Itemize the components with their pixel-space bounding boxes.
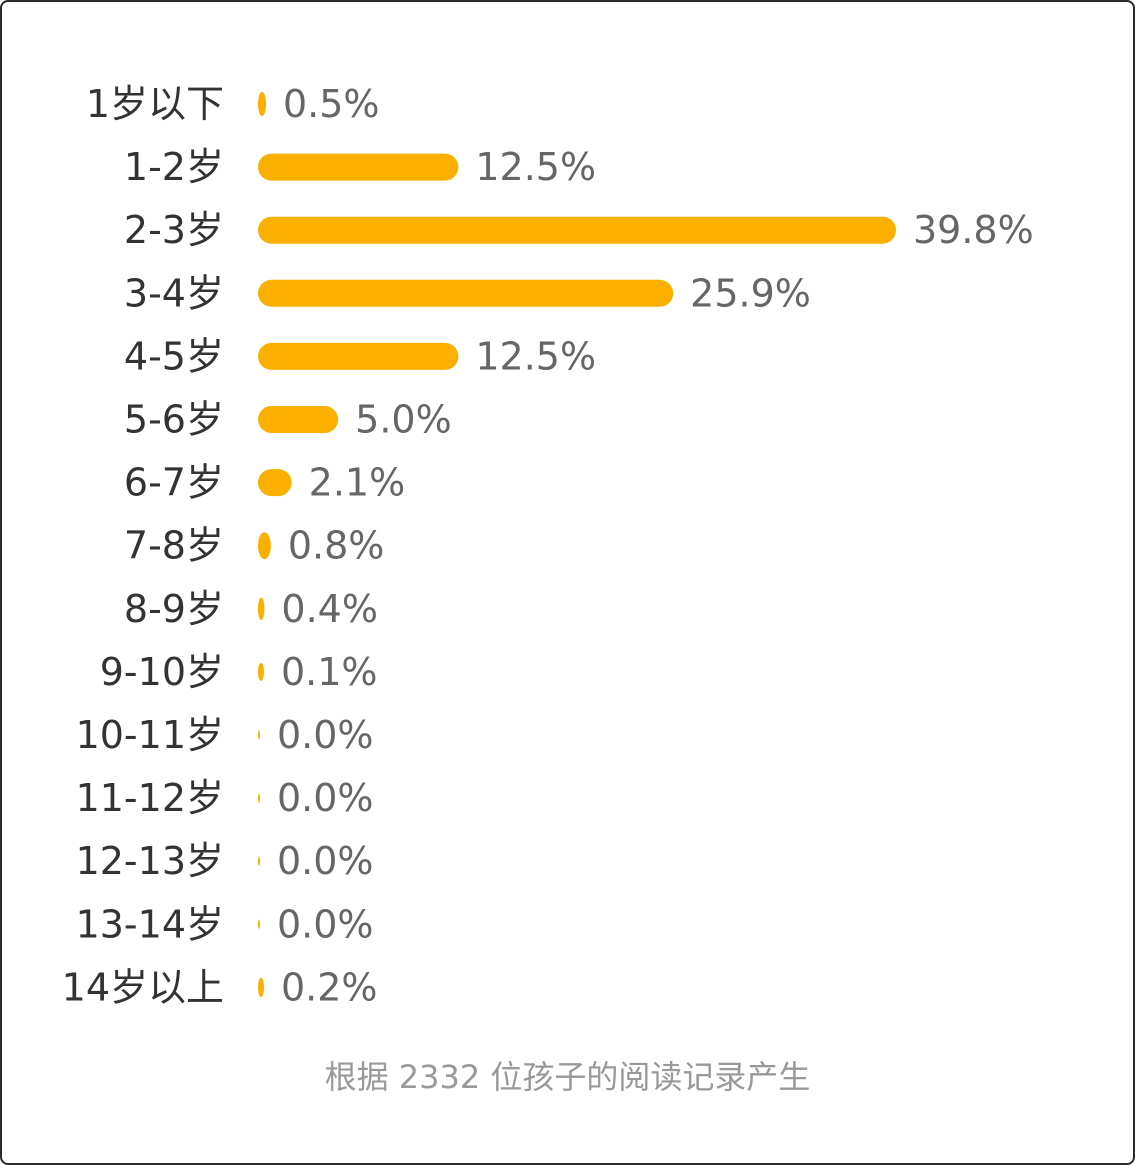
value-label: 0.0% [277, 902, 374, 946]
footnote: 根据 2332 位孩子的阅读记录产生 [324, 1058, 811, 1096]
category-label: 8-9岁 [124, 587, 224, 631]
category-label: 12-13岁 [76, 839, 224, 883]
value-label: 0.2% [281, 965, 378, 1009]
bar [258, 279, 674, 307]
category-label: 11-12岁 [76, 776, 224, 820]
category-label: 1岁以下 [86, 82, 224, 126]
bar [258, 406, 339, 433]
bar [258, 342, 459, 370]
bar [258, 662, 264, 681]
value-label: 12.5% [475, 334, 596, 378]
value-label: 25.9% [690, 271, 811, 315]
category-label: 3-4岁 [124, 271, 224, 315]
bar [258, 919, 260, 930]
bar [258, 216, 896, 244]
value-label: 0.5% [283, 82, 380, 126]
value-label: 0.1% [281, 650, 378, 694]
category-label: 10-11岁 [76, 713, 224, 757]
category-label: 6-7岁 [124, 461, 224, 505]
bar [258, 91, 267, 117]
category-label: 13-14岁 [76, 902, 224, 946]
bar [258, 730, 260, 740]
bar [258, 469, 292, 497]
category-label: 1-2岁 [124, 145, 224, 189]
bar [258, 153, 459, 181]
value-label: 12.5% [475, 145, 596, 189]
value-label: 5.0% [355, 398, 452, 442]
value-label: 0.0% [277, 839, 374, 883]
category-labels: 1岁以下 1-2岁 2-3岁 3-4岁 4-5岁 5-6岁 6-7岁 7-8岁 8-9岁 9-10… [62, 82, 224, 1009]
bar [258, 977, 264, 998]
category-label: 5-6岁 [124, 398, 224, 442]
category-label: 4-5岁 [124, 334, 224, 378]
value-label: 0.0% [277, 713, 374, 757]
value-label: 39.8% [913, 208, 1034, 252]
category-label: 7-8岁 [124, 524, 224, 568]
bar [258, 597, 265, 621]
category-label: 9-10岁 [100, 650, 224, 694]
bar [258, 793, 260, 803]
category-label: 14岁以上 [62, 965, 224, 1009]
value-label: 0.0% [277, 776, 374, 820]
bars [258, 91, 896, 998]
value-label: 0.8% [288, 524, 385, 568]
value-label: 0.4% [281, 587, 378, 631]
category-label: 2-3岁 [124, 208, 224, 252]
value-label: 2.1% [309, 461, 406, 505]
value-labels: 0.5% 12.5% 39.8% 25.9% 12.5% 5.0% 2.1% 0.8% 0.4%… [277, 82, 1034, 1009]
bar [258, 532, 271, 560]
bar [258, 856, 260, 866]
